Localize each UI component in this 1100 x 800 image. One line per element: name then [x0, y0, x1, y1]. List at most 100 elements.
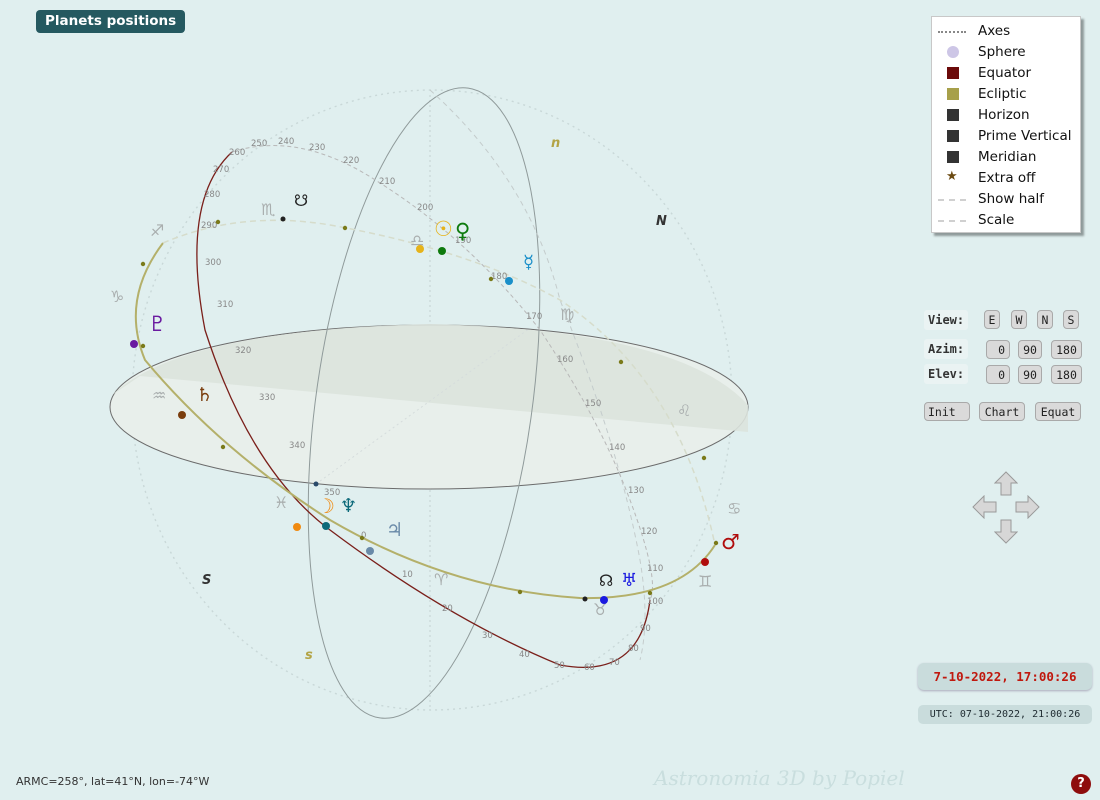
legend-label: Prime Vertical: [978, 128, 1072, 144]
local-date-display[interactable]: 7-10-2022, 17:00:26: [918, 663, 1092, 690]
ecliptic-tick: [517, 589, 523, 595]
direction-s-lower: s: [305, 648, 313, 663]
equator-tick-label: 240: [278, 137, 294, 147]
mars-dot[interactable]: [701, 558, 709, 566]
view-north-button[interactable]: N: [1037, 310, 1053, 329]
utc-date-display: UTC: 07-10-2022, 21:00:26: [918, 705, 1092, 724]
arrow-up-icon[interactable]: [994, 471, 1018, 496]
legend-item-ecliptic[interactable]: Ecliptic: [932, 84, 1080, 105]
equator-tick-label: 0: [361, 531, 366, 541]
view-south-button[interactable]: S: [1063, 310, 1079, 329]
equator-tick-label: 40: [519, 650, 530, 660]
legend-label: Scale: [978, 212, 1015, 228]
equator-tick-label: 230: [309, 143, 325, 153]
pluto-glyph-icon: ♇: [148, 312, 167, 336]
sun-glyph-icon: ☉: [434, 217, 453, 241]
legend-item-horizon[interactable]: Horizon: [932, 105, 1080, 126]
init-button[interactable]: Init: [924, 402, 970, 421]
azim-180-button[interactable]: 180: [1051, 340, 1082, 359]
legend-item-axes[interactable]: Axes: [932, 21, 1080, 42]
equator-tick-label: 350: [324, 488, 340, 498]
legend-item-extra[interactable]: ★ Extra off: [932, 168, 1080, 189]
equator-tick-label: 130: [628, 486, 644, 496]
equator-tick-label: 70: [609, 658, 620, 668]
equator-back-arc: [231, 145, 653, 601]
mercury-glyph-icon: ☿: [523, 252, 534, 273]
ecliptic-tick: [647, 590, 653, 596]
venus-dot[interactable]: [438, 247, 446, 255]
equator-tick-label: 250: [251, 139, 267, 149]
equator-tick-label: 290: [201, 221, 217, 231]
azim-90-button[interactable]: 90: [1018, 340, 1042, 359]
legend-item-sphere[interactable]: Sphere: [932, 42, 1080, 63]
legend-item-scale[interactable]: Scale: [932, 210, 1080, 231]
uranus-dot[interactable]: [600, 596, 608, 604]
north-node-glyph-icon: ☊: [599, 571, 613, 590]
arrow-left-icon[interactable]: [972, 495, 997, 519]
zodiac-scorpio: ♏: [261, 200, 275, 219]
legend-item-prime-vertical[interactable]: Prime Vertical: [932, 126, 1080, 147]
view-west-button[interactable]: W: [1011, 310, 1027, 329]
watermark: Astronomia 3D by Popiel: [654, 766, 905, 790]
legend-label: Extra off: [978, 170, 1036, 186]
equator-tick-label: 90: [640, 624, 651, 634]
moon-glyph-icon: ☽: [317, 494, 335, 518]
saturn-dot[interactable]: [178, 411, 186, 419]
equator-tick-label: 270: [213, 165, 229, 175]
legend-label: Equator: [978, 65, 1032, 81]
ecliptic-tick: [359, 535, 365, 541]
azim-label: Azim:: [924, 339, 969, 359]
dashed-line-icon: [938, 214, 968, 227]
mercury-dot[interactable]: [505, 277, 513, 285]
neptune-dot[interactable]: [322, 522, 330, 530]
help-button[interactable]: ?: [1071, 774, 1091, 794]
ecliptic-tick: [140, 343, 146, 349]
neptune-glyph-icon: ♆: [340, 495, 357, 517]
equator-tick-label: 50: [554, 661, 565, 671]
venus-glyph-icon: ♀: [455, 219, 470, 243]
moon-dot[interactable]: [293, 523, 301, 531]
zodiac-cancer: ♋: [727, 499, 741, 518]
legend-item-meridian[interactable]: Meridian: [932, 147, 1080, 168]
equator-arc: [196, 151, 651, 669]
equator-tick-label: 170: [526, 312, 542, 322]
south-node-glyph-icon: ☋: [294, 191, 308, 210]
direction-n-lower: n: [551, 136, 560, 151]
jupiter-dot[interactable]: [366, 547, 374, 555]
view-east-button[interactable]: E: [984, 310, 1000, 329]
jupiter-glyph-icon: ♃: [386, 519, 403, 541]
zodiac-sagittarius: ♐: [150, 221, 164, 240]
equat-button[interactable]: Equat: [1035, 402, 1081, 421]
chart-button[interactable]: Chart: [979, 402, 1025, 421]
azim-0-button[interactable]: 0: [986, 340, 1010, 359]
equator-tick-label: 180: [491, 272, 507, 282]
ecliptic-tick: [220, 444, 226, 450]
arrow-down-icon[interactable]: [994, 519, 1018, 544]
sun-dot[interactable]: [416, 245, 424, 253]
pluto-dot[interactable]: [130, 340, 138, 348]
equator-tick-label: 150: [585, 399, 601, 409]
ecliptic-tick: [701, 455, 707, 461]
legend-item-equator[interactable]: Equator: [932, 63, 1080, 84]
equator-tick-label: 140: [609, 443, 625, 453]
legend-item-show-half[interactable]: Show half: [932, 189, 1080, 210]
equator-tick-label: 210: [379, 177, 395, 187]
ecliptic-tick: [713, 540, 719, 546]
zodiac-virgo: ♍: [560, 305, 574, 324]
ecliptic-tick: [342, 225, 348, 231]
elev-90-button[interactable]: 90: [1018, 365, 1042, 384]
equator-tick-label: 330: [259, 393, 275, 403]
elev-180-button[interactable]: 180: [1051, 365, 1082, 384]
celestial-sphere-view[interactable]: n N S s ♐ ♑ ♒ ♓ ♈ ♉ ♊ ♋ ♌ ♍ ♎ ♏ 240 250 …: [0, 0, 910, 760]
equator-tick-label: 100: [647, 597, 663, 607]
equator-tick-label: 10: [402, 570, 413, 580]
equator-tick-label: 80: [628, 644, 639, 654]
elev-0-button[interactable]: 0: [986, 365, 1010, 384]
zodiac-taurus: ♉: [593, 600, 607, 619]
north-node-dot[interactable]: [582, 596, 588, 602]
south-node-dot[interactable]: [280, 216, 286, 222]
equator-tick-label: 30: [482, 631, 493, 641]
arrow-right-icon[interactable]: [1015, 495, 1040, 519]
legend-label: Sphere: [978, 44, 1026, 60]
star-icon: ★: [946, 169, 958, 184]
